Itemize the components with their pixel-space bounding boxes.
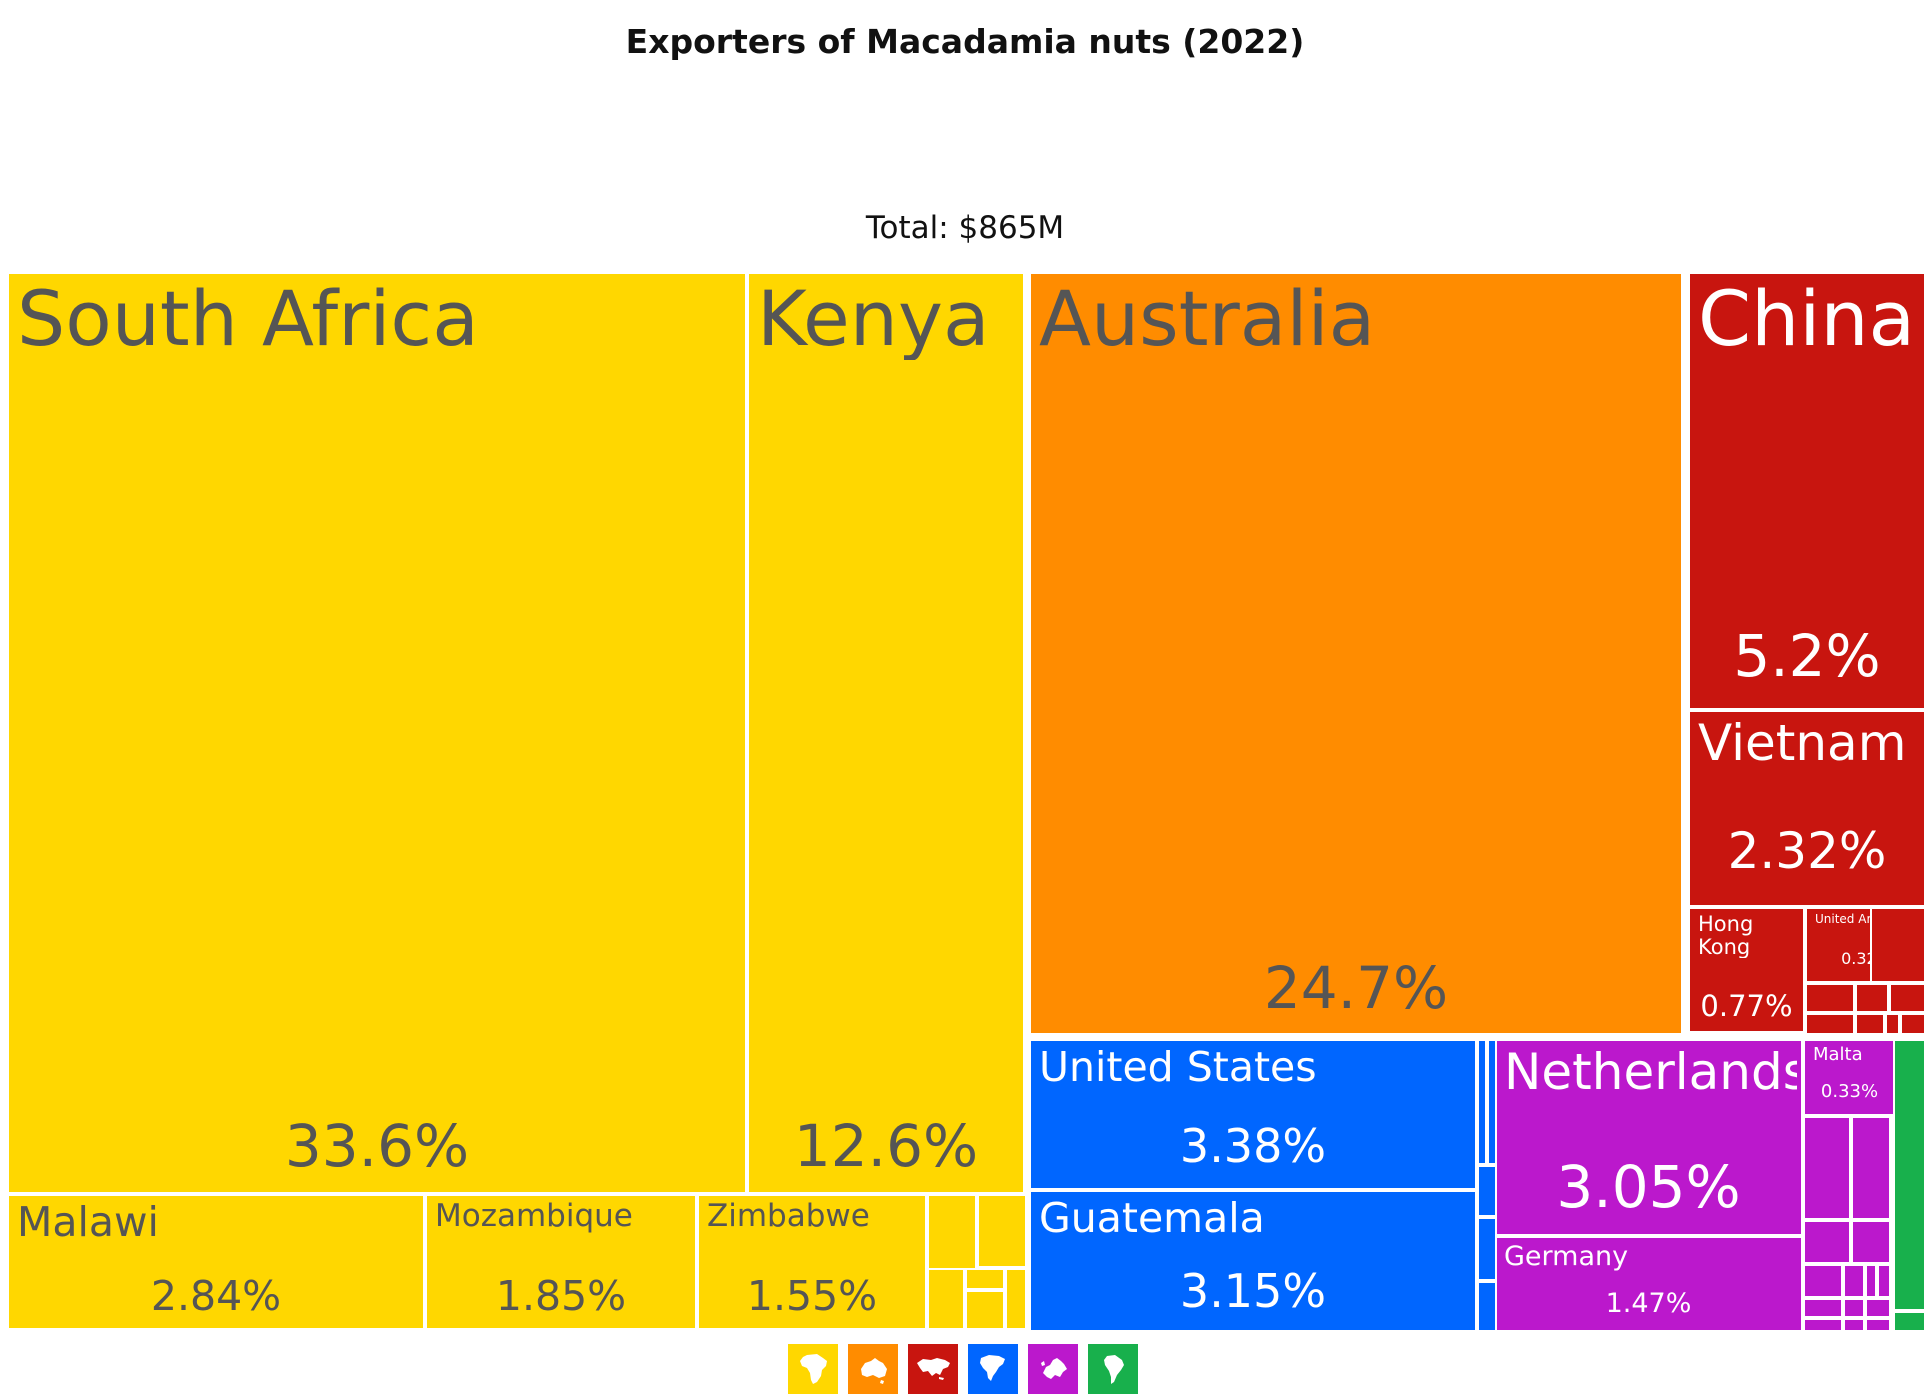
legend-oceania[interactable]: [848, 1344, 898, 1394]
tile-label: Malta: [1813, 1045, 1863, 1065]
tile-value: 1.85%: [495, 1272, 627, 1320]
tile-value: 1.47%: [1605, 1288, 1692, 1319]
tile-small-europe[interactable]: [1803, 1298, 1843, 1318]
legend-north-america[interactable]: [968, 1344, 1018, 1394]
tile-small-south-america[interactable]: [1893, 1311, 1926, 1332]
tile-kenya[interactable]: Kenya 12.6%: [747, 272, 1025, 1194]
tile-value: 5.2%: [1733, 622, 1881, 690]
tile-small-europe[interactable]: [1803, 1318, 1843, 1332]
tile-small-asia[interactable]: [1855, 983, 1889, 1013]
north-america-icon: [973, 1349, 1013, 1389]
tile-zimbabwe[interactable]: Zimbabwe 1.55%: [697, 1194, 927, 1330]
tile-small-north-america[interactable]: [1487, 1039, 1497, 1165]
tile-germany[interactable]: Germany 1.47%: [1494, 1236, 1803, 1332]
chart-subtitle: Total: $865M: [865, 210, 1065, 246]
tile-small-north-america[interactable]: [1477, 1165, 1497, 1217]
tile-small-africa[interactable]: [965, 1290, 1005, 1330]
tile-value: 3.05%: [1556, 1153, 1741, 1221]
tile-value: 2.84%: [150, 1272, 282, 1320]
tile-australia[interactable]: Australia 24.7%: [1029, 272, 1683, 1035]
tile-guatemala[interactable]: Guatemala 3.15%: [1029, 1190, 1477, 1332]
tile-small-europe[interactable]: [1803, 1220, 1851, 1264]
chart-title: Exporters of Macadamia nuts (2022): [625, 22, 1305, 61]
tile-small-north-america[interactable]: [1477, 1281, 1497, 1332]
tile-small-asia[interactable]: [1889, 983, 1926, 1013]
tile-label: South Africa: [17, 278, 479, 361]
tile-small-africa[interactable]: [1005, 1268, 1027, 1330]
tile-label: Kenya: [757, 278, 990, 361]
tile-value: 12.6%: [793, 1112, 979, 1180]
tile-small-south-america[interactable]: [1893, 1039, 1926, 1311]
tile-small-europe[interactable]: [1865, 1264, 1877, 1298]
tile-small-europe[interactable]: [1843, 1318, 1865, 1332]
tile-value: 3.15%: [1179, 1264, 1327, 1318]
tile-mozambique[interactable]: Mozambique 1.85%: [425, 1194, 697, 1330]
tile-vietnam[interactable]: Vietnam 2.32%: [1688, 710, 1926, 907]
tile-small-africa[interactable]: [965, 1268, 1005, 1290]
tile-china[interactable]: China 5.2%: [1688, 272, 1926, 710]
africa-icon: [793, 1349, 833, 1389]
europe-icon: [1033, 1349, 1073, 1389]
tile-value: 33.6%: [284, 1112, 470, 1180]
tile-label: Hong Kong: [1698, 913, 1754, 959]
tile-small-africa[interactable]: [977, 1194, 1027, 1268]
tile-small-asia[interactable]: [1885, 1013, 1900, 1035]
asia-icon: [913, 1349, 953, 1389]
tile-netherlands[interactable]: Netherlands 3.05%: [1494, 1039, 1803, 1236]
tile-small-north-america[interactable]: [1477, 1217, 1497, 1281]
tile-small-europe[interactable]: [1851, 1116, 1891, 1220]
tile-value: 3.38%: [1179, 1119, 1327, 1173]
region-legend: [788, 1344, 1138, 1394]
tile-small-europe[interactable]: [1865, 1298, 1891, 1318]
tile-value: 2.32%: [1727, 822, 1887, 880]
tile-malawi[interactable]: Malawi 2.84%: [7, 1194, 425, 1330]
tile-small-europe[interactable]: [1803, 1116, 1851, 1220]
tile-small-asia[interactable]: [1805, 983, 1855, 1013]
tile-value: 1.55%: [746, 1272, 878, 1320]
tile-small-europe[interactable]: [1803, 1264, 1843, 1298]
tile-small-asia[interactable]: [1855, 1013, 1885, 1035]
tile-south-africa[interactable]: South Africa 33.6%: [7, 272, 747, 1194]
tile-united-states[interactable]: United States 3.38%: [1029, 1039, 1477, 1190]
tile-label: Malawi: [17, 1200, 159, 1245]
tile-label: Mozambique: [435, 1200, 633, 1234]
tile-value: 0.77%: [1700, 989, 1793, 1023]
tile-value: 24.7%: [1263, 954, 1449, 1022]
tile-label: Guatemala: [1039, 1196, 1265, 1241]
tile-label: Zimbabwe: [707, 1200, 870, 1234]
oceania-icon: [853, 1349, 893, 1389]
tile-label: Australia: [1039, 278, 1376, 361]
tile-small-europe[interactable]: [1865, 1318, 1891, 1332]
tile-small-asia[interactable]: [1805, 1013, 1855, 1035]
tile-small-asia[interactable]: [1900, 1013, 1926, 1035]
tile-malta[interactable]: Malta 0.33%: [1803, 1039, 1896, 1116]
legend-europe[interactable]: [1028, 1344, 1078, 1394]
tile-small-europe[interactable]: [1851, 1220, 1891, 1264]
tile-label: China: [1698, 278, 1916, 361]
tile-label: Netherlands: [1504, 1045, 1797, 1099]
tile-label: Germany: [1504, 1242, 1629, 1272]
legend-asia[interactable]: [908, 1344, 958, 1394]
tile-hong-kong[interactable]: Hong Kong 0.77%: [1688, 907, 1805, 1033]
tile-label: United States: [1039, 1045, 1317, 1090]
legend-south-america[interactable]: [1088, 1344, 1138, 1394]
tile-small-africa[interactable]: [927, 1268, 965, 1330]
tile-small-north-america[interactable]: [1477, 1039, 1487, 1165]
tile-small-europe[interactable]: [1877, 1264, 1891, 1298]
tile-small-asia[interactable]: [1870, 907, 1926, 983]
tile-label: Vietnam: [1698, 716, 1907, 770]
tile-small-europe[interactable]: [1843, 1264, 1865, 1298]
tile-value: 0.33%: [1820, 1081, 1879, 1102]
legend-africa[interactable]: [788, 1344, 838, 1394]
south-america-icon: [1093, 1349, 1133, 1389]
tile-small-europe[interactable]: [1843, 1298, 1865, 1318]
